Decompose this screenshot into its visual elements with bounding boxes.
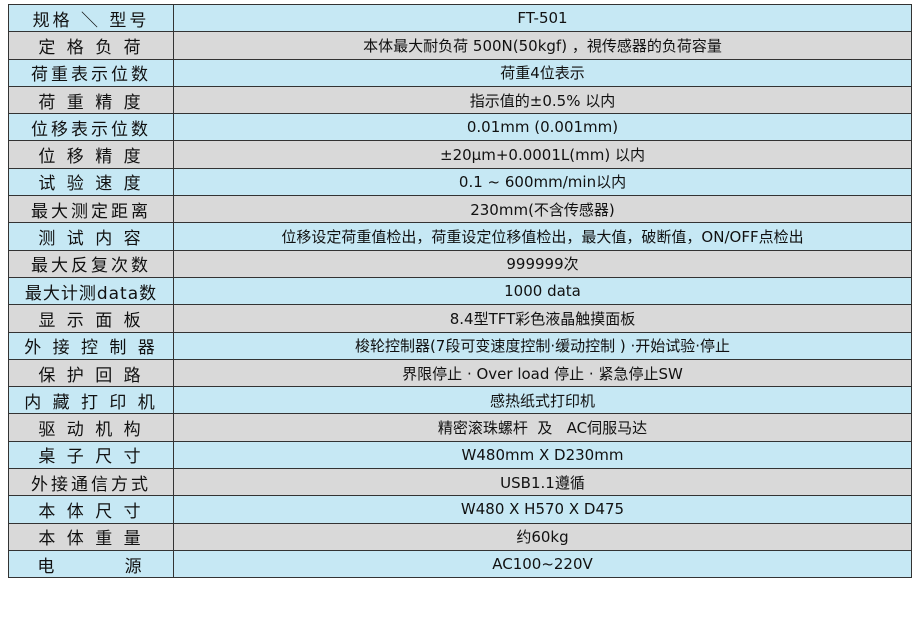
table-row: 显 示 面 板 8.4型TFT彩色液晶触摸面板	[8, 304, 912, 333]
table-row: 本 体 重 量约60kg	[8, 522, 912, 551]
spec-label: 外接通信方式	[8, 468, 174, 497]
spec-label: 最大测定距离	[8, 195, 174, 224]
table-row: 外接通信方式 USB1.1遵循	[8, 468, 912, 497]
spec-label: 显 示 面 板	[8, 304, 174, 333]
spec-value: 梭轮控制器(7段可变速度控制·缓动控制 ) ·开始试验·停止	[173, 331, 912, 360]
spec-value: 约60kg	[173, 522, 912, 551]
spec-label: 荷 重 精 度	[8, 85, 174, 115]
table-row: 本 体 尺 寸 W480 X H570 X D475	[8, 495, 912, 524]
spec-value: W480mm X D230mm	[173, 440, 912, 470]
table-row: 电 源 AC100~220V	[8, 549, 912, 579]
table-row: 测 试 内 容位移设定荷重值检出，荷重设定位移值检出，最大值，破断值，ON/OF…	[8, 222, 912, 251]
spec-value: 界限停止 · Over load 停止 · 紧急停止SW	[173, 358, 912, 388]
spec-value: 8.4型TFT彩色液晶触摸面板	[173, 304, 912, 333]
table-row: 最大测定距离 230mm(不含传感器)	[8, 195, 912, 224]
spec-value: USB1.1遵循	[173, 468, 912, 497]
table-row: 内 藏 打 印 机感热纸式打印机	[8, 386, 912, 415]
table-row: 保 护 回 路界限停止 · Over load 停止 · 紧急停止SW	[8, 358, 912, 388]
spec-label: 最大反复次数	[8, 249, 174, 278]
table-row: 定 格 负 荷本体最大耐负荷 500N(50kgf) ，視传感器的负荷容量	[8, 31, 912, 60]
spec-label: 外 接 控 制 器	[8, 331, 174, 360]
spec-label: 位移表示位数	[8, 113, 174, 142]
table-row: 最大计测data数 1000 data	[8, 276, 912, 306]
table-row: 位移表示位数 0.01mm (0.001mm)	[8, 113, 912, 142]
spec-label: 测 试 内 容	[8, 222, 174, 251]
table-row: 荷重表示位数 荷重4位表示	[8, 58, 912, 87]
spec-value: 本体最大耐负荷 500N(50kgf) ，視传感器的负荷容量	[173, 31, 912, 60]
spec-value: 位移设定荷重值检出，荷重设定位移值检出，最大值，破断值，ON/OFF点检出	[173, 222, 912, 251]
table-row: 外 接 控 制 器梭轮控制器(7段可变速度控制·缓动控制 ) ·开始试验·停止	[8, 331, 912, 360]
table-row: 试 验 速 度 0.1 ~ 600mm/min以内	[8, 167, 912, 197]
spec-label: 位 移 精 度	[8, 140, 174, 169]
spec-value: 1000 data	[173, 276, 912, 306]
table-row: 荷 重 精 度指示值的±0.5% 以内	[8, 85, 912, 115]
spec-value: 指示值的±0.5% 以内	[173, 85, 912, 115]
spec-label: 电 源	[8, 549, 174, 579]
spec-value: 荷重4位表示	[173, 58, 912, 87]
spec-value: 999999次	[173, 249, 912, 278]
spec-value: 感热纸式打印机	[173, 386, 912, 415]
table-row: 位 移 精 度 ±20μm+0.0001L(mm) 以内	[8, 140, 912, 169]
spec-label: 试 验 速 度	[8, 167, 174, 197]
spec-label: 最大计测data数	[8, 276, 174, 306]
spec-label: 驱 动 机 构	[8, 413, 174, 442]
spec-value: 0.1 ~ 600mm/min以内	[173, 167, 912, 197]
spec-label: 荷重表示位数	[8, 58, 174, 87]
spec-value: ±20μm+0.0001L(mm) 以内	[173, 140, 912, 169]
spec-value: AC100~220V	[173, 549, 912, 579]
spec-label: 桌 子 尺 寸	[8, 440, 174, 470]
table-row: 桌 子 尺 寸 W480mm X D230mm	[8, 440, 912, 470]
spec-label: 保 护 回 路	[8, 358, 174, 388]
spec-label: 规格 ＼ 型号	[8, 3, 174, 33]
spec-value: 0.01mm (0.001mm)	[173, 113, 912, 142]
spec-label: 内 藏 打 印 机	[8, 386, 174, 415]
spec-value: 230mm(不含传感器)	[173, 195, 912, 224]
spec-value: 精密滚珠螺杆 及 AC伺服马达	[173, 413, 912, 442]
spec-label: 本 体 重 量	[8, 522, 174, 551]
spec-table: 规格 ＼ 型号 FT-501 定 格 负 荷本体最大耐负荷 500N(50kgf) …	[8, 3, 912, 579]
spec-label: 定 格 负 荷	[8, 31, 174, 60]
table-row: 规格 ＼ 型号 FT-501	[8, 3, 912, 33]
table-row: 驱 动 机 构精密滚珠螺杆 及 AC伺服马达	[8, 413, 912, 442]
table-row: 最大反复次数 999999次	[8, 249, 912, 278]
spec-label: 本 体 尺 寸	[8, 495, 174, 524]
spec-value: W480 X H570 X D475	[173, 495, 912, 524]
spec-value: FT-501	[173, 3, 912, 33]
